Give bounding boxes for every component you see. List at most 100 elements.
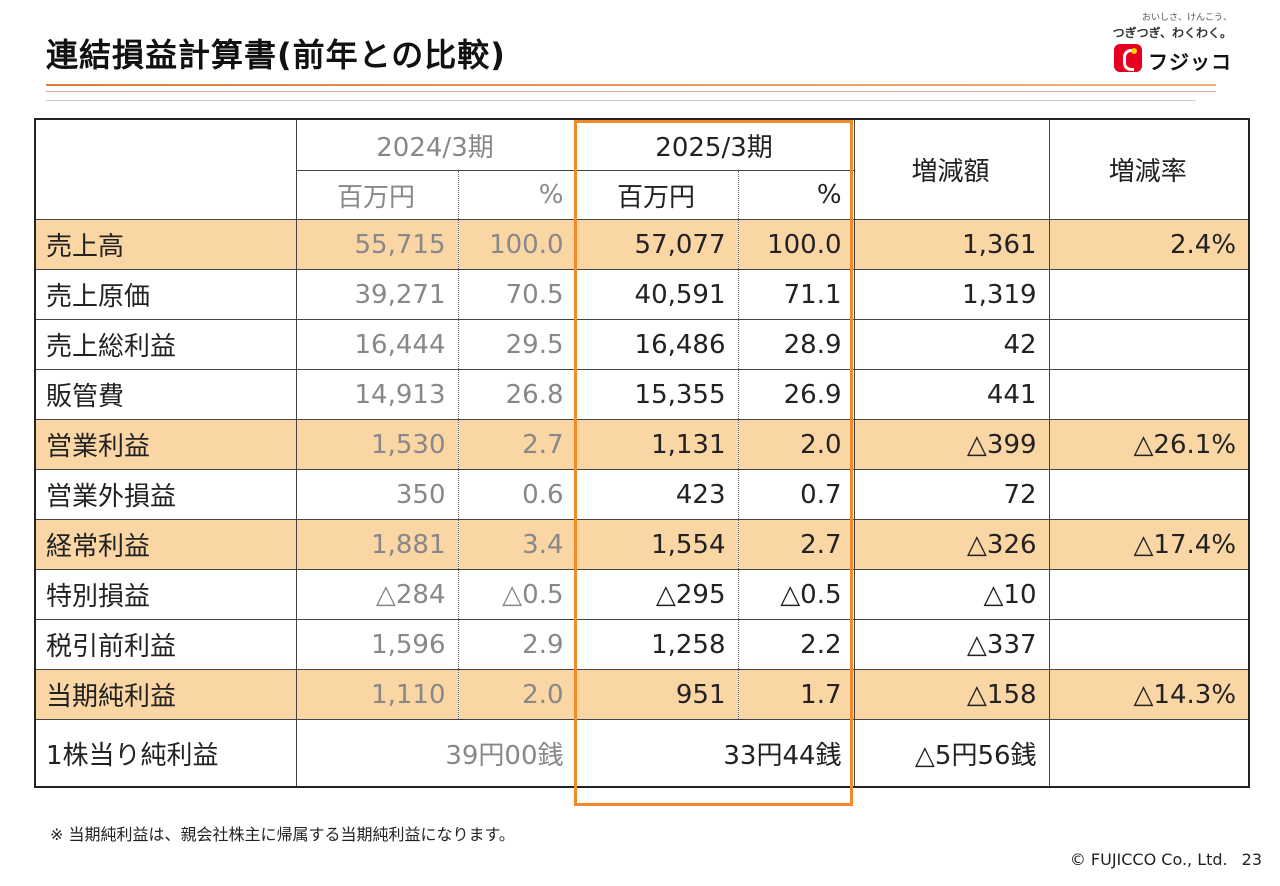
curr-pct-cell: 26.9 (737, 369, 855, 420)
prev-amount-cell: 1,110 (295, 669, 459, 720)
change-amount-cell: 42 (853, 319, 1050, 370)
table-row: 売上原価 39,271 70.5 40,591 71.1 1,319 (34, 269, 1251, 320)
curr-pct-cell: 28.9 (737, 319, 855, 370)
curr-pct-cell: △0.5 (737, 569, 855, 620)
table-row: 売上総利益 16,444 29.5 16,486 28.9 42 (34, 319, 1251, 370)
prev-unit-million: 百万円 (295, 170, 459, 220)
curr-amount-cell: 1,258 (575, 619, 739, 670)
change-amount-cell: 441 (853, 369, 1050, 420)
prev-pct-cell: 3.4 (457, 519, 577, 570)
prev-pct-cell: 26.8 (457, 369, 577, 420)
row-label: 税引前利益 (34, 619, 297, 670)
logo-name: フジッコ (1148, 50, 1232, 74)
row-label: 特別損益 (34, 569, 297, 620)
prev-amount-cell: △284 (295, 569, 459, 620)
change-amount-cell: △337 (853, 619, 1050, 670)
curr-amount-cell: 40,591 (575, 269, 739, 320)
change-amount-cell: 1,319 (853, 269, 1050, 320)
copyright-text: © FUJICCO Co., Ltd. (1069, 850, 1228, 869)
curr-amount-cell: 57,077 (575, 219, 739, 270)
curr-pct-cell: 71.1 (737, 269, 855, 320)
prev-amount-cell: 1,530 (295, 419, 459, 470)
table-row: 特別損益 △284 △0.5 △295 △0.5 △10 (34, 569, 1251, 620)
change-amount-cell: △399 (853, 419, 1050, 470)
curr-unit-pct: % (737, 170, 855, 220)
curr-amount-cell: 423 (575, 469, 739, 520)
curr-amount-cell: 16,486 (575, 319, 739, 370)
header-row-period: 2024/3期 2025/3期 増減額 増減率 (34, 118, 1251, 220)
prev-amount-cell: 14,913 (295, 369, 459, 420)
change-rate-cell (1048, 319, 1251, 370)
curr-amount-cell: 1,554 (575, 519, 739, 570)
prev-pct-cell: △0.5 (457, 569, 577, 620)
change-rate-cell: 2.4% (1048, 219, 1251, 270)
prev-pct-cell: 0.6 (457, 469, 577, 520)
row-label: 売上高 (34, 219, 297, 270)
copyright: © FUJICCO Co., Ltd. 23 (1056, 850, 1262, 869)
prev-amount-cell: 55,715 (295, 219, 459, 270)
curr-amount-cell: 15,355 (575, 369, 739, 420)
table-row: 販管費 14,913 26.8 15,355 26.9 441 (34, 369, 1251, 420)
change-rate-cell (1048, 619, 1251, 670)
prev-amount-cell: 350 (295, 469, 459, 520)
prev-pct-cell: 100.0 (457, 219, 577, 270)
row-label: 当期純利益 (34, 669, 297, 720)
curr-pct-cell: 0.7 (737, 469, 855, 520)
table-row: 営業外損益 350 0.6 423 0.7 72 (34, 469, 1251, 520)
footnote: ※ 当期純利益は、親会社株主に帰属する当期純利益になります。 (50, 825, 515, 844)
logo-tagline: おいしさ、けんこう、 (1141, 13, 1232, 23)
row-label: 売上原価 (34, 269, 297, 320)
change-rate-cell (1048, 369, 1251, 420)
prev-pct-cell: 29.5 (457, 319, 577, 370)
change-rate-cell: △26.1% (1048, 419, 1251, 470)
change-amount-cell: 1,361 (853, 219, 1050, 270)
curr-pct-cell: 100.0 (737, 219, 855, 270)
curr-pct-cell: 2.2 (737, 619, 855, 670)
prev-amount-cell: 39,271 (295, 269, 459, 320)
eps-rate-cell (1048, 719, 1251, 788)
curr-pct-cell: 2.7 (737, 519, 855, 570)
change-rate-cell (1048, 469, 1251, 520)
eps-row: 1株当り純利益 39円00銭 33円44銭 △5円56銭 (34, 719, 1251, 788)
table-row: 経常利益 1,881 3.4 1,554 2.7 △326 △17.4% (34, 519, 1251, 570)
company-logo: おいしさ、けんこう、 つぎつぎ、わくわく。 フジッコ (1112, 6, 1232, 76)
table-row: 当期純利益 1,110 2.0 951 1.7 △158 △14.3% (34, 669, 1251, 720)
curr-period-header: 2025/3期 (575, 118, 855, 171)
prev-period-header: 2024/3期 (295, 118, 577, 171)
eps-prev-cell: 39円00銭 (295, 719, 577, 788)
row-label: 売上総利益 (34, 319, 297, 370)
change-rate-cell: △17.4% (1048, 519, 1251, 570)
page-number: 23 (1241, 850, 1262, 869)
change-amount-cell: 72 (853, 469, 1050, 520)
logo-tagline-slogan: つぎつぎ、わくわく。 (1112, 26, 1232, 40)
row-label: 営業利益 (34, 419, 297, 470)
prev-amount-cell: 16,444 (295, 319, 459, 370)
page-title: 連結損益計算書(前年との比較) (46, 36, 506, 74)
prev-pct-cell: 2.9 (457, 619, 577, 670)
row-label: 営業外損益 (34, 469, 297, 520)
title-divider (46, 84, 1216, 86)
table-row: 売上高 55,715 100.0 57,077 100.0 1,361 2.4% (34, 219, 1251, 270)
curr-pct-cell: 2.0 (737, 419, 855, 470)
eps-label: 1株当り純利益 (34, 719, 297, 788)
title-divider-gray (46, 100, 1196, 101)
eps-change-cell: △5円56銭 (853, 719, 1050, 788)
curr-pct-cell: 1.7 (737, 669, 855, 720)
prev-pct-cell: 2.7 (457, 419, 577, 470)
change-rate-header: 増減率 (1048, 118, 1251, 220)
curr-amount-cell: 1,131 (575, 419, 739, 470)
curr-amount-cell: △295 (575, 569, 739, 620)
change-amount-header: 増減額 (853, 118, 1050, 220)
table-row: 営業利益 1,530 2.7 1,131 2.0 △399 △26.1% (34, 419, 1251, 470)
prev-amount-cell: 1,881 (295, 519, 459, 570)
prev-unit-pct: % (457, 170, 577, 220)
change-amount-cell: △326 (853, 519, 1050, 570)
change-rate-cell (1048, 569, 1251, 620)
eps-curr-cell: 33円44銭 (575, 719, 855, 788)
change-amount-cell: △10 (853, 569, 1050, 620)
curr-unit-million: 百万円 (575, 170, 739, 220)
row-label: 経常利益 (34, 519, 297, 570)
row-label: 販管費 (34, 369, 297, 420)
change-amount-cell: △158 (853, 669, 1050, 720)
title-divider-thin (46, 91, 1216, 92)
